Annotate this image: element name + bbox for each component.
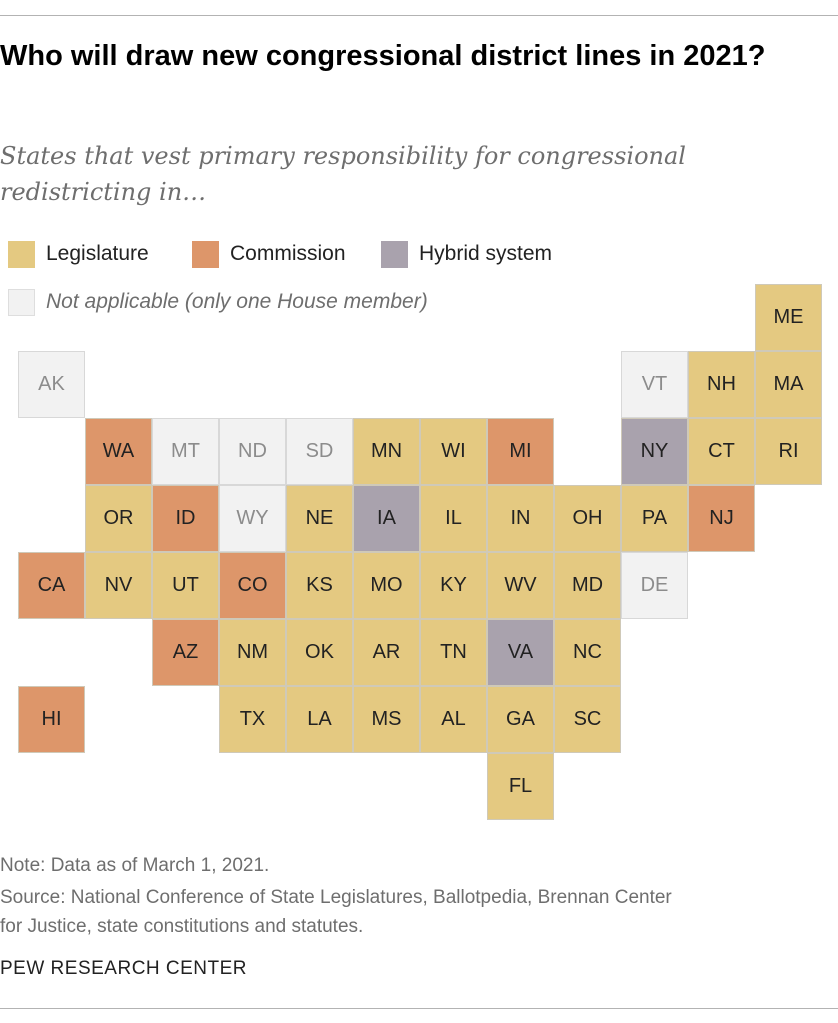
state-tile-az: AZ bbox=[152, 619, 219, 686]
state-tile-ms: MS bbox=[353, 686, 420, 753]
state-tile-ct: CT bbox=[688, 418, 755, 485]
state-tile-tn: TN bbox=[420, 619, 487, 686]
state-tile-la: LA bbox=[286, 686, 353, 753]
legend-item-legislature: Legislature bbox=[8, 239, 149, 269]
state-tile-ak: AK bbox=[18, 351, 85, 418]
state-tile-mt: MT bbox=[152, 418, 219, 485]
legend-label-hybrid: Hybrid system bbox=[419, 242, 553, 265]
state-tile-ca: CA bbox=[18, 552, 85, 619]
state-tile-sc: SC bbox=[554, 686, 621, 753]
state-tile-ut: UT bbox=[152, 552, 219, 619]
state-tile-nc: NC bbox=[554, 619, 621, 686]
state-tile-ks: KS bbox=[286, 552, 353, 619]
legend-item-hybrid: Hybrid system bbox=[381, 239, 552, 269]
legend-swatch-not-applicable bbox=[8, 288, 35, 316]
state-tile-md: MD bbox=[554, 552, 621, 619]
state-tile-ok: OK bbox=[286, 619, 353, 686]
state-tile-oh: OH bbox=[554, 485, 621, 552]
state-tile-ky: KY bbox=[420, 552, 487, 619]
state-tile-pa: PA bbox=[621, 485, 688, 552]
state-tile-co: CO bbox=[219, 552, 286, 619]
state-tile-ne: NE bbox=[286, 485, 353, 552]
state-tile-in: IN bbox=[487, 485, 554, 552]
legend-swatch-legislature bbox=[8, 240, 35, 268]
state-tile-wv: WV bbox=[487, 552, 554, 619]
note-text: Note: Data as of March 1, 2021. bbox=[0, 855, 270, 876]
chart-subtitle: States that vest primary responsibility … bbox=[0, 142, 686, 206]
chart-title: Who will draw new congressional district… bbox=[0, 40, 766, 72]
state-tile-nm: NM bbox=[219, 619, 286, 686]
state-tile-ar: AR bbox=[353, 619, 420, 686]
state-tile-de: DE bbox=[621, 552, 688, 619]
state-tile-mi: MI bbox=[487, 418, 554, 485]
legend-label-legislature: Legislature bbox=[46, 242, 149, 265]
source-text-line2: for Justice, state constitutions and sta… bbox=[0, 916, 364, 937]
state-tile-me: ME bbox=[755, 284, 822, 351]
state-tile-tx: TX bbox=[219, 686, 286, 753]
state-tile-nd: ND bbox=[219, 418, 286, 485]
state-tile-wy: WY bbox=[219, 485, 286, 552]
source-text-line1: Source: National Conference of State Leg… bbox=[0, 887, 672, 908]
legend-item-not-applicable: Not applicable (only one House member) bbox=[8, 287, 428, 317]
state-tile-mn: MN bbox=[353, 418, 420, 485]
state-tile-mo: MO bbox=[353, 552, 420, 619]
legend-item-commission: Commission bbox=[192, 239, 346, 269]
state-tile-al: AL bbox=[420, 686, 487, 753]
state-tile-ia: IA bbox=[353, 485, 420, 552]
legend-swatch-commission bbox=[192, 240, 219, 268]
state-tile-il: IL bbox=[420, 485, 487, 552]
legend-label-commission: Commission bbox=[230, 242, 346, 265]
state-tile-wi: WI bbox=[420, 418, 487, 485]
top-rule bbox=[0, 15, 838, 16]
state-tile-ga: GA bbox=[487, 686, 554, 753]
state-tile-ri: RI bbox=[755, 418, 822, 485]
state-tile-sd: SD bbox=[286, 418, 353, 485]
state-tile-nv: NV bbox=[85, 552, 152, 619]
state-tile-fl: FL bbox=[487, 753, 554, 820]
state-tile-wa: WA bbox=[85, 418, 152, 485]
bottom-rule bbox=[0, 1008, 838, 1009]
state-tile-id: ID bbox=[152, 485, 219, 552]
state-tile-ma: MA bbox=[755, 351, 822, 418]
legend-label-not-applicable: Not applicable (only one House member) bbox=[46, 290, 428, 313]
state-tile-nj: NJ bbox=[688, 485, 755, 552]
state-tile-or: OR bbox=[85, 485, 152, 552]
state-tile-va: VA bbox=[487, 619, 554, 686]
state-tile-hi: HI bbox=[18, 686, 85, 753]
state-tile-nh: NH bbox=[688, 351, 755, 418]
legend-swatch-hybrid bbox=[381, 240, 408, 268]
pew-research-center-logo: PEW RESEARCH CENTER bbox=[0, 958, 248, 979]
state-tile-ny: NY bbox=[621, 418, 688, 485]
state-tile-vt: VT bbox=[621, 351, 688, 418]
